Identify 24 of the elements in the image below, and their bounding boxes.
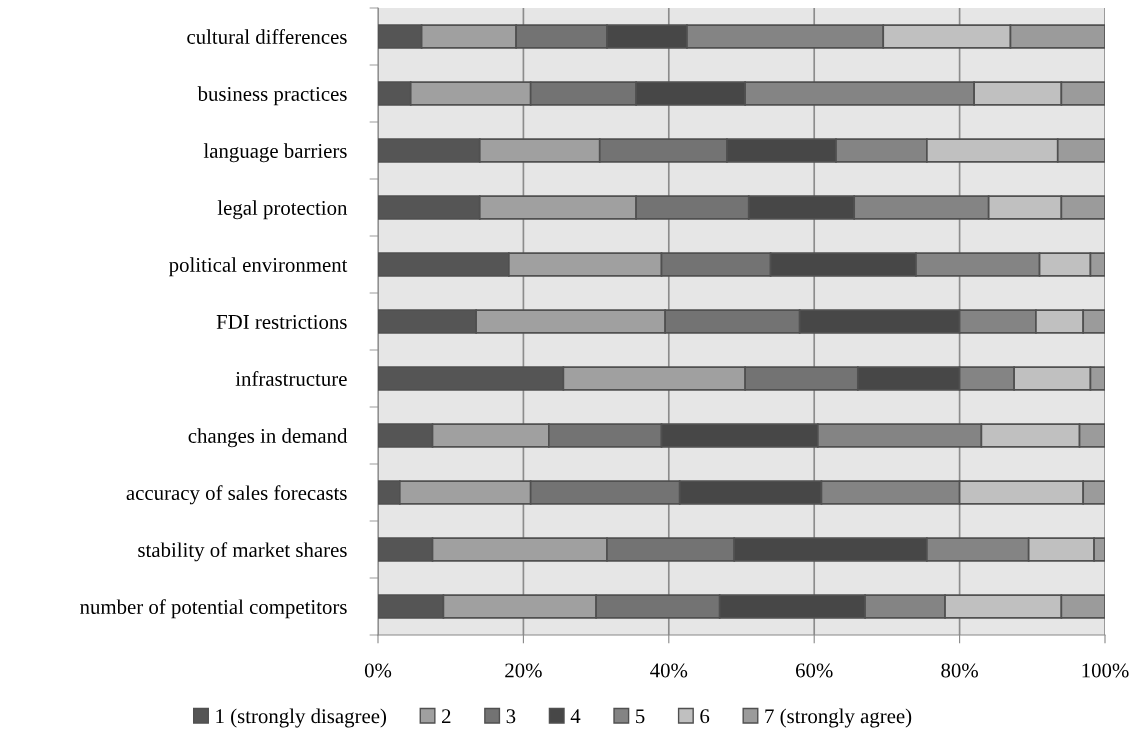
y-tick-label: business practices	[197, 86, 347, 106]
x-tick-label: 60%	[796, 663, 833, 678]
y-tick-label: legal protection	[217, 200, 348, 220]
legend-label: 5	[636, 709, 645, 724]
x-tick-label: 80%	[941, 663, 978, 678]
x-tick-label: 40%	[650, 663, 688, 678]
y-tick-label: accuracy of sales forecasts	[126, 485, 347, 505]
x-tick-label: 100%	[1082, 663, 1129, 678]
y-tick-label: FDI restrictions	[216, 314, 347, 329]
legend-label: 3	[506, 709, 516, 724]
y-tick-label: political environment	[169, 257, 348, 277]
legend-label: 7 (strongly agree)	[765, 708, 912, 728]
x-tick-label: 20%	[505, 663, 542, 678]
y-tick-label: cultural differences	[187, 29, 347, 44]
legend-label: 1 (strongly disagree)	[216, 708, 387, 728]
legend-label: 2	[442, 709, 451, 724]
x-tick-label: 0%	[364, 663, 392, 678]
legend-label: 6	[700, 709, 710, 724]
y-tick-label: number of potential competitors	[80, 599, 347, 619]
y-tick-label: infrastructure	[235, 371, 347, 386]
y-tick-label: changes in demand	[188, 428, 348, 448]
y-tick-label: language barriers	[203, 143, 347, 163]
legend-label: 4	[570, 709, 581, 724]
y-tick-label: stability of market shares	[138, 542, 347, 562]
